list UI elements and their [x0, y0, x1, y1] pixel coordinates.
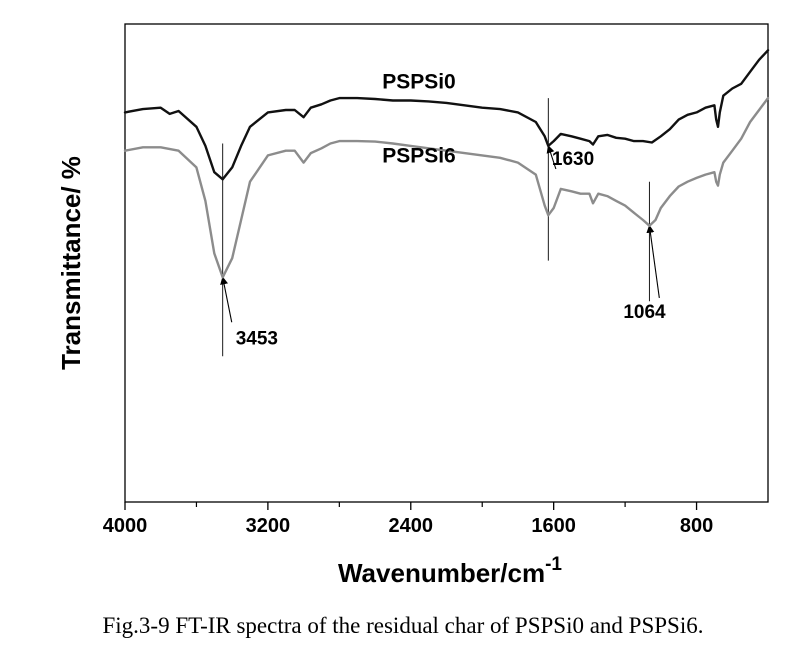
x-axis-label-superscript: -1: [545, 554, 562, 575]
peak-arrow-1064: [646, 224, 660, 299]
series-line-pspsi0: [123, 49, 770, 181]
x-tick-label-3200: 3200: [246, 515, 291, 537]
peak-arrow-3453: [220, 276, 233, 323]
spectra-series: [123, 49, 770, 279]
x-tick-label-1600: 1600: [531, 515, 576, 537]
peak-label-3453: 3453: [236, 328, 278, 349]
x-axis-label: Wavenumber/cm-1: [338, 554, 562, 588]
peak-label-1630: 1630: [552, 149, 594, 170]
x-tick-label-2400: 2400: [389, 515, 434, 537]
x-axis-label-text: Wavenumber/cm: [338, 558, 545, 588]
plot-frame: [124, 23, 769, 503]
x-axis-ticks: 4000 3200 2400 1600 800: [103, 502, 713, 537]
figure-caption: Fig.3-9 FT-IR spectra of the residual ch…: [102, 613, 704, 638]
series-labels: PSPSi0 PSPSi6: [382, 71, 456, 168]
peak-annotations: 3453 1630 1064: [220, 98, 666, 357]
peak-label-1064: 1064: [623, 302, 666, 323]
series-label-pspsi0: PSPSi0: [382, 71, 456, 94]
peak-arrow-1630: [546, 144, 557, 170]
x-tick-label-4000: 4000: [103, 515, 148, 537]
series-line-pspsi6: [123, 96, 770, 279]
y-axis-label: Transmittance/ %: [56, 156, 86, 370]
series-label-pspsi6: PSPSi6: [382, 145, 456, 168]
x-tick-label-800: 800: [680, 515, 713, 537]
